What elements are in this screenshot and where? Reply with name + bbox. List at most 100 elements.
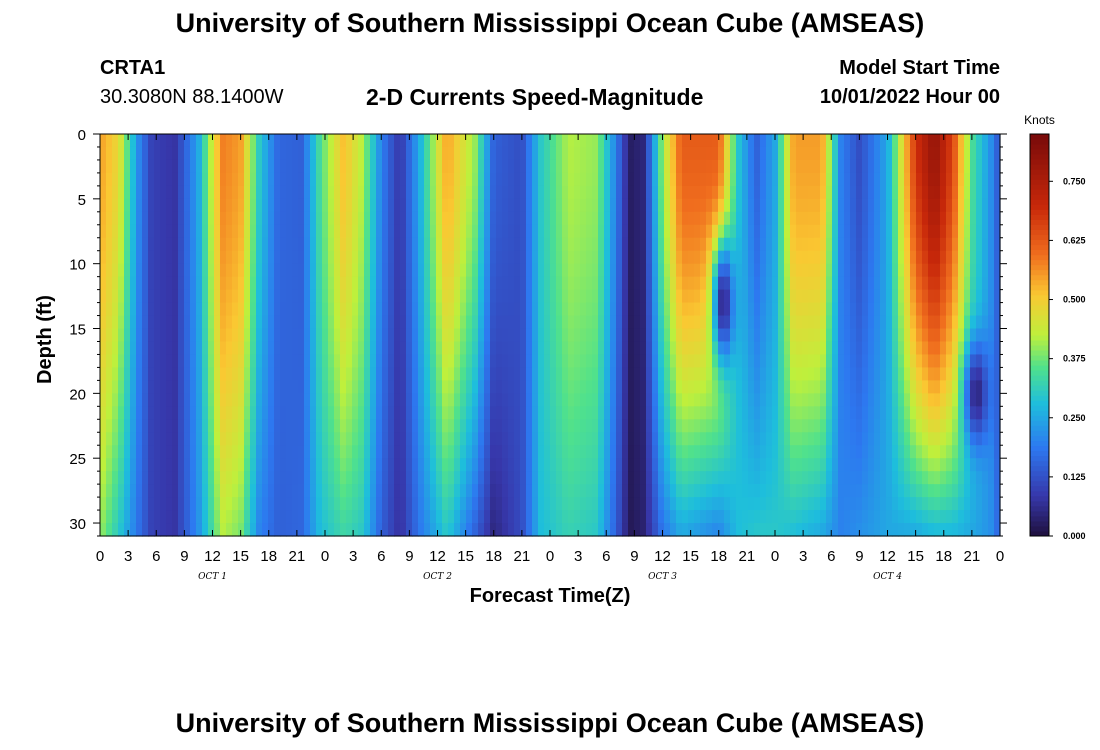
colorbar-swatch [1030, 345, 1049, 351]
heatmap-cell [286, 393, 293, 407]
heatmap-cell [940, 224, 947, 239]
heatmap-cell [982, 263, 989, 278]
heatmap-cell [628, 497, 635, 511]
heatmap-cell [358, 172, 365, 187]
heatmap-cell [886, 263, 893, 278]
heatmap-cell [352, 211, 359, 226]
heatmap-cell [406, 497, 413, 511]
heatmap-cell [886, 172, 893, 187]
heatmap-cell [370, 484, 377, 498]
heatmap-cell [844, 328, 851, 343]
heatmap-cell [286, 328, 293, 343]
heatmap-cell [334, 302, 341, 317]
heatmap-cell [898, 263, 905, 278]
heatmap-cell [100, 250, 107, 265]
heatmap-cell [754, 289, 761, 304]
heatmap-cell [766, 445, 773, 459]
heatmap-cell [142, 380, 149, 394]
heatmap-cell [358, 224, 365, 239]
heatmap-cell [754, 458, 761, 472]
heatmap-cell [406, 263, 413, 278]
heatmap-cell [928, 419, 935, 433]
heatmap-cell [430, 497, 437, 511]
heatmap-cell [778, 432, 785, 446]
heatmap-cell [466, 393, 473, 407]
heatmap-cell [382, 458, 389, 472]
heatmap-cell [820, 276, 827, 291]
heatmap-cell [196, 510, 203, 524]
heatmap-cell [646, 185, 653, 200]
heatmap-cell [322, 458, 329, 472]
heatmap-cell [484, 510, 491, 524]
heatmap-cell [304, 419, 311, 433]
heatmap-cell [748, 367, 755, 381]
heatmap-cell [466, 432, 473, 446]
heatmap-cell [778, 185, 785, 200]
heatmap-cell [178, 172, 185, 187]
heatmap-cell [196, 341, 203, 356]
heatmap-cell [166, 134, 173, 148]
heatmap-cell [994, 159, 1001, 174]
heatmap-cell [334, 211, 341, 226]
heatmap-cell [784, 276, 791, 291]
heatmap-cell [814, 159, 821, 174]
heatmap-cell [670, 380, 677, 394]
heatmap-cell [712, 523, 719, 537]
heatmap-cell [124, 134, 131, 148]
heatmap-cell [934, 172, 941, 187]
heatmap-cell [856, 380, 863, 394]
heatmap-cell [292, 432, 299, 446]
heatmap-cell [346, 146, 353, 161]
heatmap-cell [316, 484, 323, 498]
heatmap-cell [196, 289, 203, 304]
heatmap-cell [880, 445, 887, 459]
colorbar-swatch [1030, 214, 1049, 220]
chart-subtitle: 2-D Currents Speed-Magnitude [366, 84, 704, 110]
heatmap-cell [310, 172, 317, 187]
heatmap-cell [400, 211, 407, 226]
heatmap-cell [334, 380, 341, 394]
heatmap-cell [934, 159, 941, 174]
heatmap-cell [616, 289, 623, 304]
heatmap-cell [346, 497, 353, 511]
heatmap-cell [496, 211, 503, 226]
heatmap-cell [652, 146, 659, 161]
heatmap-cell [844, 134, 851, 148]
heatmap-cell [682, 315, 689, 330]
heatmap-cell [256, 458, 263, 472]
heatmap-cell [628, 471, 635, 485]
heatmap-cell [832, 497, 839, 511]
heatmap-cell [778, 146, 785, 161]
heatmap-cell [298, 484, 305, 498]
heatmap-cell [436, 211, 443, 226]
heatmap-cell [496, 393, 503, 407]
heatmap-cell [700, 276, 707, 291]
heatmap-cell [292, 484, 299, 498]
heatmap-cell [904, 172, 911, 187]
heatmap-cell [670, 328, 677, 343]
heatmap-cell [982, 276, 989, 291]
heatmap-cell [358, 185, 365, 200]
heatmap-cell [640, 328, 647, 343]
heatmap-cell [670, 159, 677, 174]
heatmap-cell [628, 146, 635, 161]
heatmap-cell [928, 510, 935, 524]
heatmap-cell [868, 159, 875, 174]
heatmap-cell [814, 341, 821, 356]
heatmap-cell [100, 276, 107, 291]
heatmap-cell [802, 380, 809, 394]
colorbar-swatch [1030, 224, 1049, 230]
heatmap-cell [994, 263, 1001, 278]
heatmap-cell [634, 458, 641, 472]
heatmap-cell [580, 367, 587, 381]
heatmap-cell [484, 445, 491, 459]
heatmap-cell [694, 354, 701, 369]
heatmap-cell [502, 211, 509, 226]
heatmap-cell [610, 393, 617, 407]
heatmap-cell [226, 172, 233, 187]
heatmap-cell [376, 458, 383, 472]
heatmap-cell [994, 406, 1001, 420]
heatmap-cell [316, 289, 323, 304]
heatmap-cell [526, 237, 533, 252]
heatmap-cell [460, 393, 467, 407]
